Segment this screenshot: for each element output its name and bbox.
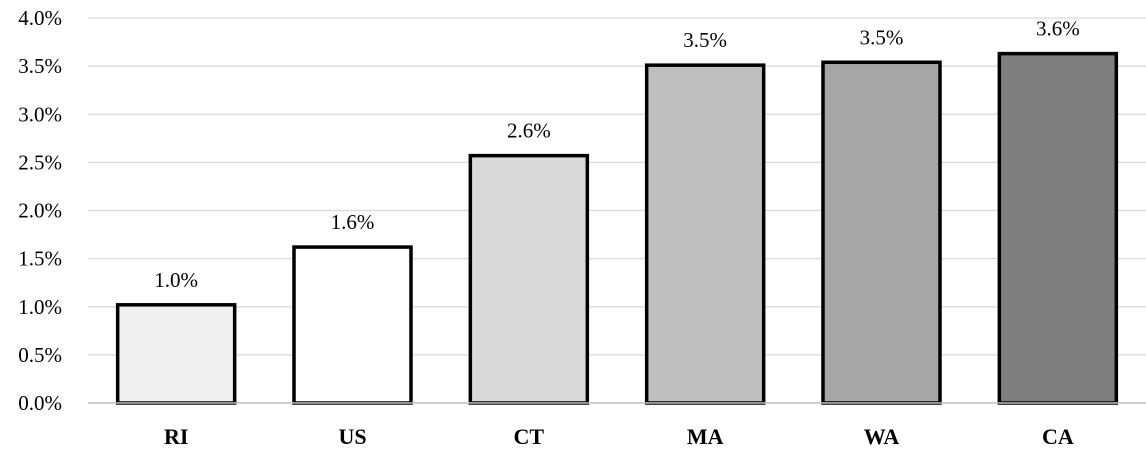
x-tick-label-ma: MA <box>687 424 724 449</box>
x-tick-label-us: US <box>338 424 366 449</box>
data-label-us: 1.6% <box>331 210 375 234</box>
bars <box>115 51 1119 405</box>
y-axis-tick-labels: 0.0% 0.5% 1.0% 1.5% 2.0% 2.5% 3.0% 3.5% 4.0% <box>18 6 62 415</box>
data-labels: 1.0% 1.6% 2.6% 3.5% 3.5% 3.6% <box>154 17 1079 292</box>
y-tick-label: 0.0% <box>18 391 62 415</box>
x-tick-label-ri: RI <box>164 424 188 449</box>
x-tick-label-ct: CT <box>514 424 545 449</box>
data-label-wa: 3.5% <box>860 25 904 49</box>
y-tick-label: 1.5% <box>18 247 62 271</box>
bar-us <box>292 245 413 405</box>
bar-ri <box>115 303 237 405</box>
data-label-ca: 3.6% <box>1036 17 1080 41</box>
y-tick-label: 3.0% <box>18 102 62 126</box>
y-tick-label: 3.5% <box>18 54 62 78</box>
y-tick-label: 1.0% <box>18 295 62 319</box>
gridlines <box>88 17 1146 356</box>
bar-ct <box>468 153 590 405</box>
y-tick-label: 2.0% <box>18 199 62 223</box>
y-tick-label: 2.5% <box>18 150 62 174</box>
x-tick-label-wa: WA <box>864 424 900 449</box>
x-axis-tick-labels: RI US CT MA WA CA <box>164 424 1074 449</box>
data-label-ma: 3.5% <box>683 28 727 52</box>
bar-wa <box>821 60 942 405</box>
y-tick-label: 4.0% <box>18 6 62 30</box>
bar-ma <box>644 63 766 405</box>
bar-ca <box>997 51 1119 405</box>
x-tick-label-ca: CA <box>1042 424 1074 449</box>
y-tick-label: 0.5% <box>18 343 62 367</box>
data-label-ct: 2.6% <box>507 119 551 143</box>
data-label-ri: 1.0% <box>154 268 198 292</box>
